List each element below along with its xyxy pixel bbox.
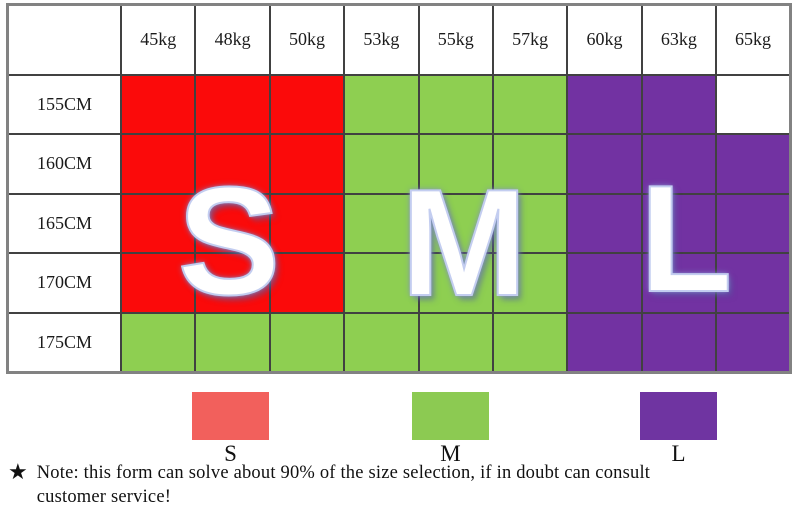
size-cell-l (640, 133, 718, 195)
size-cell-s (119, 133, 197, 195)
size-cell-m (417, 192, 494, 254)
size-cell-s (268, 252, 346, 314)
legend-item-m: M (412, 392, 489, 467)
size-cell-m (194, 311, 271, 373)
height-label-cell: 165CM (6, 192, 122, 254)
size-cell-l (715, 133, 792, 195)
size-cell-m (491, 133, 569, 195)
weight-header-cell: 65kg (715, 3, 792, 76)
note-line1: Note: this form can solve about 90% of t… (36, 463, 651, 483)
height-label-cell: 170CM (6, 252, 122, 314)
size-cell-l (640, 311, 718, 373)
weight-header-cell: 57kg (491, 3, 569, 76)
size-cell-l (566, 192, 643, 254)
height-label-cell: 175CM (6, 311, 122, 373)
size-cell-m (417, 73, 494, 135)
size-cell-s (194, 73, 271, 135)
note: ★ Note: this form can solve about 90% of… (8, 461, 792, 509)
weight-header-cell: 45kg (119, 3, 197, 76)
size-cell-s (119, 252, 197, 314)
size-cell-l (640, 73, 718, 135)
size-cell-s (268, 73, 346, 135)
legend-swatch-l (640, 392, 717, 440)
size-cell-s (194, 192, 271, 254)
size-cell-l (715, 311, 792, 373)
weight-header-cell: 48kg (194, 3, 271, 76)
star-icon: ★ (8, 460, 28, 485)
size-cell-l (566, 73, 643, 135)
weight-header-cell: 50kg (268, 3, 346, 76)
size-cell-m (491, 192, 569, 254)
size-cell-m (417, 311, 494, 373)
legend-label-s: S (224, 441, 237, 466)
legend-swatch-m (412, 392, 489, 440)
corner-cell (6, 3, 122, 76)
size-cell-s (119, 73, 197, 135)
size-cell-l (715, 192, 792, 254)
size-cell-m (343, 73, 420, 135)
size-cell-l (640, 252, 718, 314)
size-cell-m (417, 133, 494, 195)
size-cell-s (119, 192, 197, 254)
size-cell-m (343, 192, 420, 254)
size-cell-m (491, 311, 569, 373)
weight-header-cell: 60kg (566, 3, 643, 76)
size-cell-s (268, 133, 346, 195)
size-cell-s (268, 192, 346, 254)
size-cell-empty (715, 73, 792, 135)
size-cell-l (715, 252, 792, 314)
size-cell-s (194, 133, 271, 195)
legend-item-l: L (640, 392, 717, 467)
weight-header-cell: 55kg (417, 3, 494, 76)
legend-item-s: S (192, 392, 269, 467)
legend-label-m: M (440, 441, 461, 466)
size-cell-l (566, 133, 643, 195)
size-cell-m (491, 73, 569, 135)
size-cell-m (491, 252, 569, 314)
height-label-cell: 160CM (6, 133, 122, 195)
legend-swatch-s (192, 392, 269, 440)
height-label-cell: 155CM (6, 73, 122, 135)
size-table: 45kg 48kg 50kg 53kg 55kg 57kg 60kg 63kg 65kg 155C… (6, 3, 792, 374)
size-cell-l (566, 252, 643, 314)
size-cell-m (343, 252, 420, 314)
size-cell-m (417, 252, 494, 314)
weight-header-cell: 63kg (640, 3, 718, 76)
weight-header-cell: 53kg (343, 3, 420, 76)
size-cell-m (343, 311, 420, 373)
size-cell-s (194, 252, 271, 314)
note-line2: customer service! (36, 487, 172, 507)
size-cell-l (566, 311, 643, 373)
size-cell-l (640, 192, 718, 254)
size-cell-m (268, 311, 346, 373)
size-cell-m (343, 133, 420, 195)
legend-label-l: L (671, 441, 686, 466)
size-cell-m (119, 311, 197, 373)
